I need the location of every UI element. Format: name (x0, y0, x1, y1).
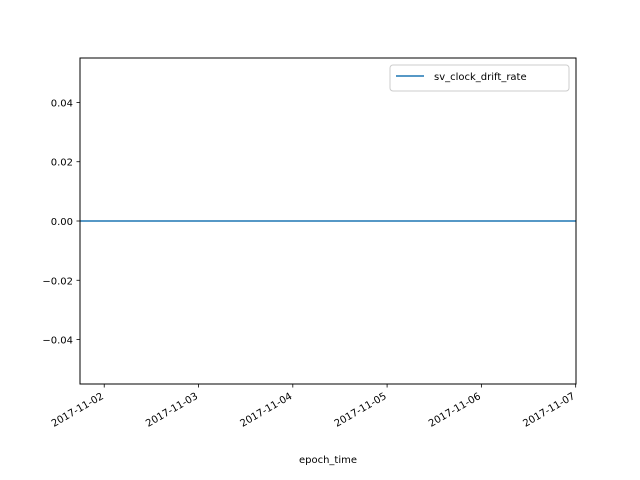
plot-area (79, 57, 577, 385)
legend-frame (389, 64, 570, 92)
y-tick-label: −0.04 (42, 336, 73, 347)
legend-label: sv_clock_drift_rate (434, 72, 527, 83)
legend: sv_clock_drift_rate (389, 64, 570, 92)
x-axis-title: epoch_time (299, 455, 357, 466)
y-tick-label: 0.00 (51, 217, 73, 228)
y-tick-label: 0.04 (51, 98, 73, 109)
y-axis: 0.04 0.02 0.00 −0.02 −0.04 (42, 98, 80, 347)
y-tick-label: −0.02 (42, 276, 73, 287)
y-tick-label: 0.02 (51, 158, 73, 169)
